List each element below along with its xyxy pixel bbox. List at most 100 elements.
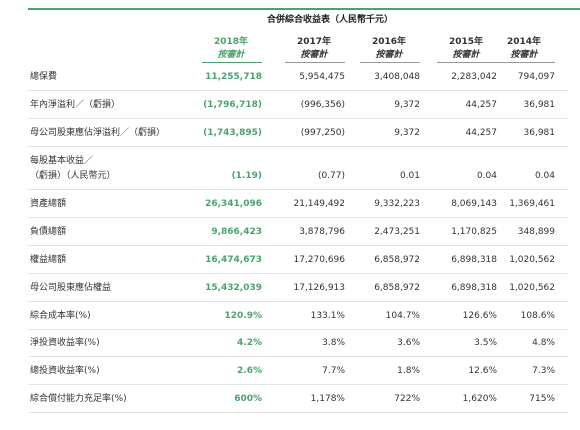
cell-value: (1,796,718) [203,100,262,110]
cell-value: 15,432,039 [205,283,262,293]
cell-value: 16,474,673 [205,255,262,265]
cell-value: (1,743,895) [203,128,262,138]
column-rule [495,62,555,63]
cell-value: 5,954,475 [299,72,345,82]
column-basis: 按審計 [300,50,328,60]
cell-value: 9,372 [394,100,420,110]
cell-value: 26,341,096 [205,199,262,209]
row-rule [28,384,568,385]
row-label: 總保費 [30,72,58,82]
cell-value: 133.1% [310,311,345,321]
row-rule [28,217,568,218]
cell-value: 3,878,796 [299,227,345,237]
top-rule [28,8,580,10]
cell-value: 21,149,492 [293,199,345,209]
column-rule [360,62,420,63]
cell-value: 1,020,562 [509,255,555,265]
row-label: 綜合償付能力充足率(%) [30,394,127,404]
column-rule [437,62,497,63]
column-year: 2018年 [213,37,249,47]
cell-value: 3.6% [397,338,420,348]
cell-value: 126.6% [462,311,497,321]
cell-value: 7.3% [532,366,555,376]
row-rule [28,329,568,330]
cell-value: 1.8% [397,366,420,376]
row-label: （虧損）（人民幣元） [30,171,116,181]
cell-value: 1,178% [310,394,345,404]
cell-value: 2.6% [237,366,262,376]
cell-value: 6,898,318 [451,283,497,293]
cell-value: (1.19) [231,171,262,181]
cell-value: 104.7% [385,311,420,321]
row-rule [28,412,568,413]
cell-value: 12.6% [468,366,497,376]
row-rule [28,90,568,91]
cell-value: 11,255,718 [205,72,262,82]
row-rule [28,189,568,190]
cell-value: 8,069,143 [451,199,497,209]
cell-value: 9,332,223 [374,199,420,209]
cell-value: 2,473,251 [374,227,420,237]
table-title: 合併綜合收益表（人民幣千元） [266,15,393,25]
cell-value: 0.01 [399,171,420,181]
cell-value: 17,126,913 [293,283,345,293]
cell-value: 4.8% [532,338,555,348]
cell-value: 4.2% [237,338,262,348]
cell-value: 348,899 [517,227,555,237]
cell-value: (997,250) [300,128,345,138]
cell-value: 36,981 [523,128,556,138]
cell-value: 3.8% [322,338,345,348]
cell-value: 6,858,972 [374,255,420,265]
row-rule [28,301,568,302]
cell-value: 600% [234,394,262,404]
column-basis: 按審計 [510,50,538,60]
cell-value: 44,257 [465,128,498,138]
column-year: 2014年 [506,37,542,47]
row-rule [28,146,568,147]
column-year: 2017年 [296,37,332,47]
column-year: 2016年 [371,37,407,47]
row-label: 淨投資收益率(%) [30,338,100,348]
cell-value: 6,858,972 [374,283,420,293]
cell-value: 2,283,042 [451,72,497,82]
row-rule [28,273,568,274]
cell-value: 17,270,696 [293,255,345,265]
row-label: 母公司股東應佔權益 [30,283,112,293]
row-label: 年內淨溢利／（虧損） [30,100,121,110]
cell-value: 1,620% [462,394,497,404]
cell-value: 120.9% [224,311,263,321]
row-rule [28,245,568,246]
cell-value: 722% [394,394,420,404]
cell-value: 0.04 [476,171,497,181]
cell-value: 108.6% [520,311,555,321]
cell-value: 9,866,423 [211,227,262,237]
cell-value: 3,408,048 [374,72,420,82]
cell-value: (996,356) [300,100,345,110]
cell-value: 44,257 [465,100,498,110]
row-label: 綜合成本率(%) [30,311,91,321]
column-rule [202,62,262,63]
row-rule [28,118,568,119]
cell-value: (0.77) [317,171,345,181]
column-basis: 按審計 [217,50,245,60]
row-label: 每股基本收益／ [30,156,94,166]
cell-value: 1,170,825 [451,227,497,237]
column-basis: 按審計 [375,50,403,60]
row-label: 資產總額 [30,199,67,209]
cell-value: 3.5% [474,338,497,348]
column-basis: 按審計 [452,50,480,60]
cell-value: 715% [529,394,555,404]
cell-value: 0.04 [534,171,555,181]
row-label: 負債總額 [30,227,67,237]
cell-value: 9,372 [394,128,420,138]
cell-value: 36,981 [523,100,556,110]
cell-value: 794,097 [517,72,555,82]
row-label: 母公司股東應佔淨溢利／（虧損） [30,128,166,138]
row-rule [28,356,568,357]
column-rule [285,62,345,63]
cell-value: 6,898,318 [451,255,497,265]
row-label: 總投資收益率(%) [30,366,100,376]
cell-value: 1,020,562 [509,283,555,293]
row-label: 權益總額 [30,255,67,265]
